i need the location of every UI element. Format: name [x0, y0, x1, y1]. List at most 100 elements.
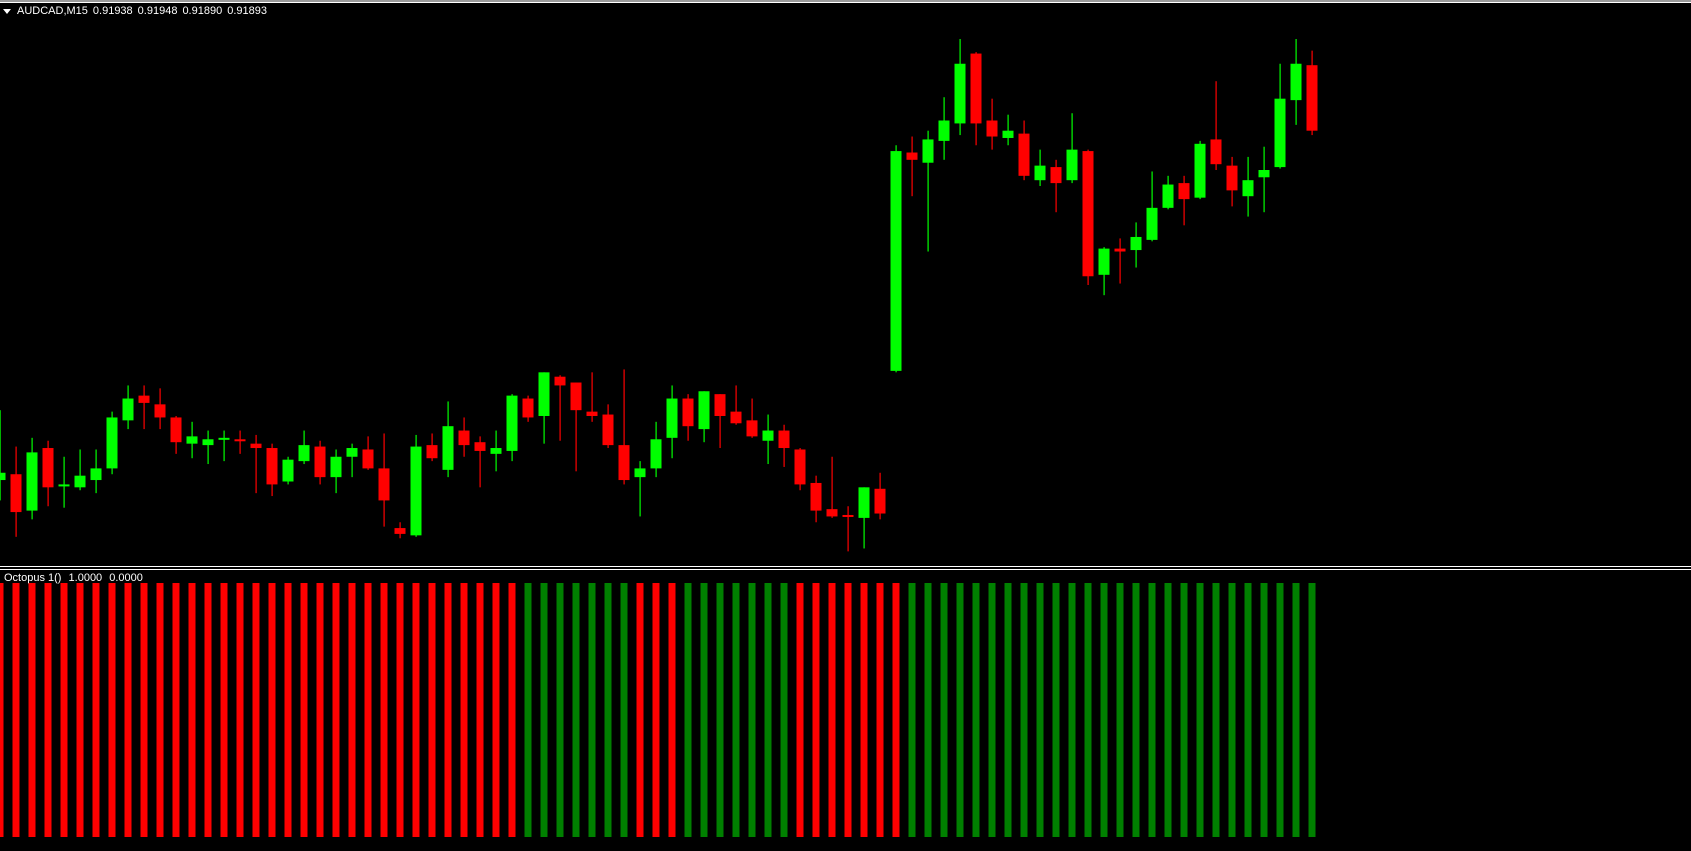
candle-body: [1194, 143, 1206, 198]
indicator-bar-red: [444, 583, 452, 837]
candle-wick: [1071, 113, 1073, 184]
candle-body: [378, 468, 390, 501]
indicator-bar-red: [124, 583, 132, 837]
bullish-candle: [762, 414, 774, 465]
indicator-bar-red: [380, 583, 388, 837]
candle-body: [858, 487, 870, 518]
candle-wick: [1263, 146, 1265, 213]
indicator-bar-green: [524, 583, 532, 837]
bullish-candle: [1146, 171, 1158, 242]
bullish-candle: [1290, 38, 1302, 125]
candle-wick: [79, 449, 81, 491]
indicator-bar-red: [668, 583, 676, 837]
bearish-candle: [362, 436, 374, 470]
candle-wick: [831, 456, 833, 518]
candle-body: [682, 398, 694, 427]
bullish-candle: [0, 410, 6, 501]
candle-body: [0, 472, 6, 481]
bullish-candle: [938, 97, 950, 160]
indicator-bar-red: [92, 583, 100, 837]
bearish-candle: [1226, 156, 1238, 207]
candle-body: [554, 376, 566, 386]
candle-body: [58, 484, 70, 487]
candle-body: [42, 448, 54, 488]
candle-body: [826, 509, 838, 517]
indicator-bar-green: [1100, 583, 1108, 837]
bullish-candle: [1002, 114, 1014, 146]
candle-body: [1226, 165, 1238, 191]
candle-body: [362, 449, 374, 469]
bearish-candle: [474, 436, 486, 488]
bearish-candle: [458, 417, 470, 457]
bullish-candle: [1162, 175, 1174, 210]
candle-body: [394, 528, 406, 534]
candle-wick: [911, 136, 913, 197]
candle-wick: [623, 369, 625, 485]
indicator-bar-red: [316, 583, 324, 837]
candle-body: [26, 452, 38, 511]
bullish-candle: [698, 391, 710, 443]
bullish-candle: [1258, 146, 1270, 213]
bearish-candle: [746, 398, 758, 438]
bullish-candle: [346, 443, 358, 478]
indicator-bar-green: [924, 583, 932, 837]
bearish-candle: [586, 372, 598, 422]
candle-body: [778, 430, 790, 449]
window-top-border: [0, 0, 1691, 2]
indicator-bar-green: [1260, 583, 1268, 837]
indicator-bar-red: [268, 583, 276, 837]
indicator-bar-red: [460, 583, 468, 837]
bearish-candle: [794, 448, 806, 491]
bearish-candle: [314, 440, 326, 485]
indicator-bar-red: [44, 583, 52, 837]
candle-body: [922, 139, 934, 163]
indicator-bar-red: [364, 583, 372, 837]
candle-body: [1274, 98, 1286, 168]
candle-body: [442, 426, 454, 470]
bullish-candle: [218, 430, 230, 462]
indicator-bar-green: [940, 583, 948, 837]
candle-wick: [207, 430, 209, 465]
indicator-label: Octopus 1() 1.0000 0.0000: [4, 572, 147, 584]
price-chart[interactable]: [0, 0, 1691, 565]
bearish-candle: [714, 394, 726, 449]
bearish-candle: [426, 433, 438, 462]
bullish-candle: [442, 401, 454, 478]
indicator-bar-green: [1004, 583, 1012, 837]
candle-wick: [1119, 238, 1121, 284]
indicator-bar-red: [828, 583, 836, 837]
candle-body: [330, 456, 342, 478]
indicator-bar-green: [1084, 583, 1092, 837]
candle-body: [10, 474, 22, 513]
candle-wick: [639, 461, 641, 517]
indicator-bar-green: [780, 583, 788, 837]
bullish-candle: [122, 385, 134, 430]
candle-body: [746, 420, 758, 437]
bearish-candle: [826, 456, 838, 518]
dropdown-triangle-icon[interactable]: [3, 8, 11, 14]
indicator-bar-red: [636, 583, 644, 837]
candle-wick: [1007, 114, 1009, 146]
candle-wick: [719, 394, 721, 449]
candle-body: [602, 414, 614, 446]
bullish-candle: [106, 411, 118, 475]
bearish-candle: [10, 446, 22, 537]
candle-body: [986, 120, 998, 137]
bearish-candle: [378, 433, 390, 527]
indicator-bar-red: [156, 583, 164, 837]
bullish-candle: [1274, 63, 1286, 169]
indicator-bar-green: [1228, 583, 1236, 837]
bearish-candle: [394, 522, 406, 539]
candle-body: [234, 439, 246, 442]
subwindow-separator[interactable]: [0, 566, 1691, 567]
candle-body: [506, 395, 518, 451]
candle-body: [522, 398, 534, 418]
candle-wick: [591, 372, 593, 422]
candle-body: [938, 120, 950, 141]
indicator-bar-green: [748, 583, 756, 837]
candle-body: [90, 468, 102, 481]
indicator-bar-green: [572, 583, 580, 837]
candle-body: [458, 430, 470, 446]
indicator-bar-red: [0, 583, 4, 837]
indicator-bar-red: [300, 583, 308, 837]
